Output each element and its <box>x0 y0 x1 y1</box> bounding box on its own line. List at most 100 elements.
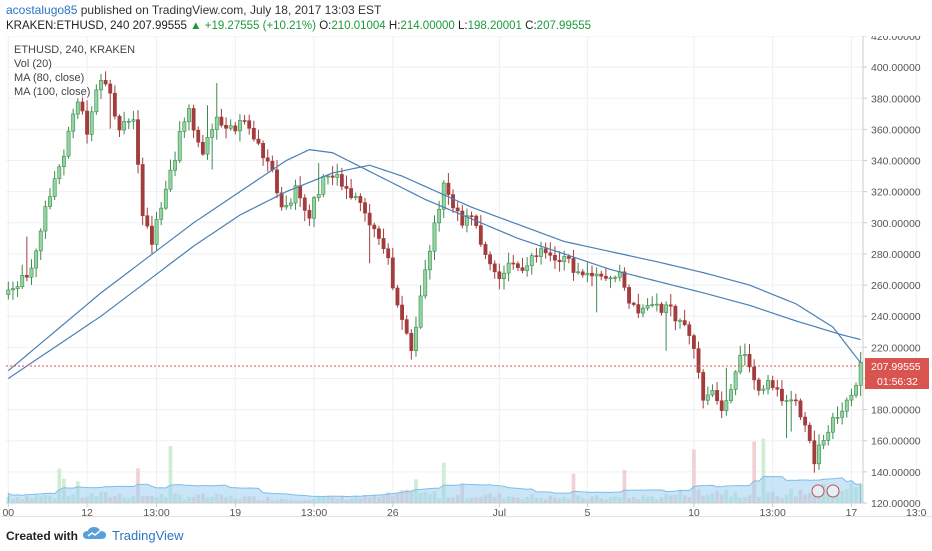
candle-body <box>747 354 752 368</box>
candle-body <box>807 424 812 441</box>
candle-body <box>11 288 15 291</box>
publish-line: acostalugo85 published on TradingView.co… <box>6 3 381 17</box>
candle-body <box>844 399 849 412</box>
symbol-label: KRAKEN:ETHUSD, 240 <box>6 20 130 32</box>
candle-body <box>66 130 71 157</box>
candle-body <box>242 120 247 122</box>
event-flag-icon <box>826 484 840 498</box>
ma100-line <box>7 164 862 379</box>
candle-body <box>126 120 131 123</box>
time-tick-label: 13:00 <box>760 507 786 516</box>
candle-body <box>335 174 340 178</box>
candle-body <box>196 129 201 143</box>
candle-body <box>275 169 279 194</box>
candle-body <box>766 380 770 390</box>
candle-body <box>112 92 117 117</box>
candle-body <box>409 332 414 351</box>
candle-body <box>645 305 650 309</box>
candle-body <box>214 116 219 130</box>
tradingview-cloud-icon <box>83 527 106 539</box>
candle-body <box>404 319 409 334</box>
open-label: O: <box>319 20 332 32</box>
candle-body <box>594 273 599 277</box>
candle-body <box>312 197 316 219</box>
price-tick-label: 280.00000 <box>871 249 921 261</box>
candle-body <box>603 275 608 279</box>
time-tick-label: 17 <box>846 507 858 516</box>
candle-body <box>381 238 386 250</box>
volume-bar <box>57 468 62 503</box>
last-price-label: 207.99555 <box>871 361 921 373</box>
author-link[interactable]: acostalugo85 <box>6 3 78 17</box>
time-tick-label: 5 <box>584 507 590 516</box>
candle-body <box>43 206 48 232</box>
candle-body <box>483 244 488 255</box>
candle-body <box>395 287 400 306</box>
candle-body <box>71 113 76 132</box>
candle-body <box>705 394 710 401</box>
price-tick-label: 320.00000 <box>871 187 921 199</box>
candle-body <box>664 304 669 313</box>
candle-body <box>520 267 525 271</box>
candle-body <box>423 269 428 297</box>
candle-body <box>20 275 25 287</box>
candle-body <box>163 188 168 209</box>
candle-body <box>696 348 701 373</box>
last-price-badge <box>865 358 929 375</box>
chart-area[interactable]: 120.00000140.00000160.00000180.00000200.… <box>0 31 932 519</box>
candle-body <box>24 275 29 278</box>
candle-body <box>798 400 803 418</box>
candle-body <box>687 324 692 336</box>
candle-body <box>821 440 826 446</box>
candle-body <box>701 372 706 401</box>
candle-body <box>691 335 696 349</box>
candle-body <box>358 196 363 203</box>
candle-body <box>715 390 719 402</box>
tradingview-brand[interactable]: TradingView <box>112 528 184 543</box>
candle-body <box>247 120 252 129</box>
candle-body <box>742 354 747 356</box>
volume-bar <box>168 446 173 503</box>
candle-body <box>372 224 377 230</box>
candle-body <box>173 160 178 171</box>
candle-body <box>316 194 321 198</box>
candle-body <box>57 166 62 180</box>
volume-bar <box>441 462 446 503</box>
low-value: 198.20001 <box>467 20 522 32</box>
candle-body <box>302 197 307 211</box>
candle-body <box>38 230 43 252</box>
candle-body <box>641 307 645 314</box>
legend-ma100: MA (100, close) <box>14 86 91 98</box>
candle-body <box>168 169 173 190</box>
candle-body <box>200 141 205 155</box>
candle-body <box>497 271 502 280</box>
time-tick-label: Jul <box>493 507 506 516</box>
candle-body <box>298 185 303 199</box>
candle-body <box>840 410 845 418</box>
volume-bar <box>692 449 696 503</box>
ma80-line <box>7 149 861 372</box>
candle-body <box>460 210 465 226</box>
candle-body <box>321 176 326 195</box>
candle-body <box>733 371 738 390</box>
candle-body <box>145 215 150 227</box>
candle-body <box>89 111 94 135</box>
candle-body <box>608 277 613 280</box>
candle-body <box>719 400 724 411</box>
candle-body <box>251 127 256 140</box>
time-tick-label: 10 <box>688 507 700 516</box>
price-chart[interactable]: 120.00000140.00000160.00000180.00000200.… <box>0 31 932 519</box>
candle-body <box>293 185 298 204</box>
price-tick-label: 240.00000 <box>871 311 921 323</box>
volume-bar <box>622 470 627 503</box>
price-tick-label: 120.00000 <box>871 498 921 510</box>
candle-body <box>817 444 821 465</box>
candle-body <box>631 302 636 305</box>
candle-body <box>576 271 581 274</box>
candle-body <box>668 304 673 307</box>
volume-bar <box>761 438 766 503</box>
candle-body <box>548 252 553 256</box>
candle-body <box>752 366 757 381</box>
candle-body <box>780 388 784 402</box>
candle-body <box>75 101 80 115</box>
